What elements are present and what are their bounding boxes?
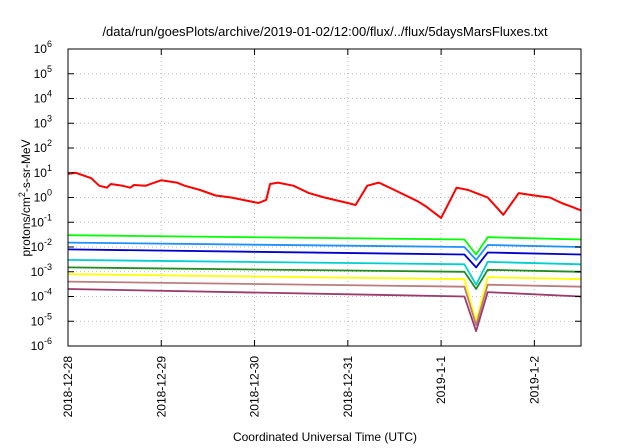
series-line-4 — [67, 248, 582, 269]
series-line-2 — [67, 234, 582, 256]
y-tick-label: 10-4 — [31, 287, 52, 304]
y-tick-label: 101 — [34, 163, 52, 180]
y-tick-label: 10-6 — [31, 336, 52, 353]
y-tick-label: 10-3 — [31, 262, 52, 279]
y-axis-ticks: 10-6 10-5 10-4 10-3 10-2 10-1 100 101 102 103 104 1… — [31, 39, 581, 353]
series-line-6 — [67, 266, 582, 290]
series-line-3 — [67, 241, 582, 261]
series-line-7 — [67, 273, 582, 323]
x-tick-label: 2019-1-2 — [527, 356, 541, 404]
y-tick-label: 103 — [34, 113, 52, 130]
y-tick-label: 100 — [34, 188, 52, 205]
x-tick-label: 2018-12-31 — [341, 356, 355, 418]
x-axis-ticks: 2018-12-28 2018-12-29 2018-12-30 2018-12-31… — [61, 49, 541, 417]
series-line-5 — [67, 259, 582, 286]
series-line-9 — [67, 288, 582, 333]
x-axis-label: Coordinated Universal Time (UTC) — [233, 430, 417, 444]
x-tick-label: 2019-1-1 — [434, 356, 448, 404]
series-line-8 — [67, 280, 582, 327]
x-tick-label: 2018-12-29 — [154, 356, 168, 418]
y-tick-label: 102 — [34, 138, 52, 155]
chart-title: /data/run/goesPlots/archive/2019-01-02/1… — [102, 24, 548, 39]
x-tick-label: 2018-12-30 — [248, 356, 262, 418]
y-tick-label: 10-5 — [31, 311, 52, 328]
y-tick-label: 10-2 — [31, 237, 52, 254]
y-tick-label: 106 — [34, 39, 52, 56]
y-axis-label: protons/cm2-s-sr-MeV — [17, 139, 33, 256]
y-tick-label: 105 — [34, 64, 52, 81]
x-tick-label: 2018-12-28 — [61, 356, 75, 418]
series-lines — [67, 171, 582, 333]
series-line-1 — [67, 171, 582, 219]
y-tick-label: 104 — [34, 89, 52, 106]
y-tick-label: 10-1 — [31, 212, 52, 229]
